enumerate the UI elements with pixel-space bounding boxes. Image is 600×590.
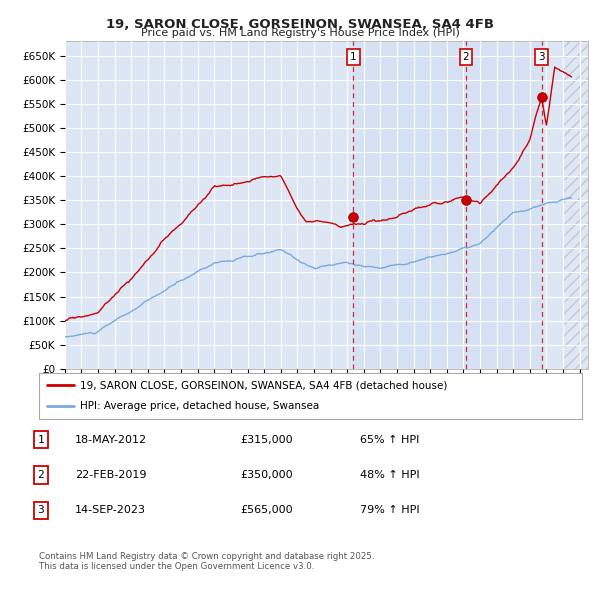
Text: 3: 3 — [37, 506, 44, 515]
Text: 48% ↑ HPI: 48% ↑ HPI — [360, 470, 419, 480]
Text: 22-FEB-2019: 22-FEB-2019 — [75, 470, 146, 480]
Text: 19, SARON CLOSE, GORSEINON, SWANSEA, SA4 4FB (detached house): 19, SARON CLOSE, GORSEINON, SWANSEA, SA4… — [80, 381, 447, 391]
Bar — [563, 41, 588, 369]
Text: 3: 3 — [538, 52, 545, 62]
Text: £565,000: £565,000 — [240, 506, 293, 515]
Text: 65% ↑ HPI: 65% ↑ HPI — [360, 435, 419, 444]
Text: 1: 1 — [350, 52, 357, 62]
Text: 19, SARON CLOSE, GORSEINON, SWANSEA, SA4 4FB: 19, SARON CLOSE, GORSEINON, SWANSEA, SA4… — [106, 18, 494, 31]
Text: 18-MAY-2012: 18-MAY-2012 — [75, 435, 147, 444]
Text: £350,000: £350,000 — [240, 470, 293, 480]
Bar — [563, 41, 588, 369]
Text: £315,000: £315,000 — [240, 435, 293, 444]
Text: 79% ↑ HPI: 79% ↑ HPI — [360, 506, 419, 515]
Text: 14-SEP-2023: 14-SEP-2023 — [75, 506, 146, 515]
Bar — [353, 41, 466, 369]
Text: 1: 1 — [37, 435, 44, 444]
Bar — [466, 41, 542, 369]
Text: HPI: Average price, detached house, Swansea: HPI: Average price, detached house, Swan… — [80, 401, 319, 411]
Text: 2: 2 — [37, 470, 44, 480]
Text: 2: 2 — [463, 52, 469, 62]
Text: Price paid vs. HM Land Registry's House Price Index (HPI): Price paid vs. HM Land Registry's House … — [140, 28, 460, 38]
Text: Contains HM Land Registry data © Crown copyright and database right 2025.
This d: Contains HM Land Registry data © Crown c… — [39, 552, 374, 571]
